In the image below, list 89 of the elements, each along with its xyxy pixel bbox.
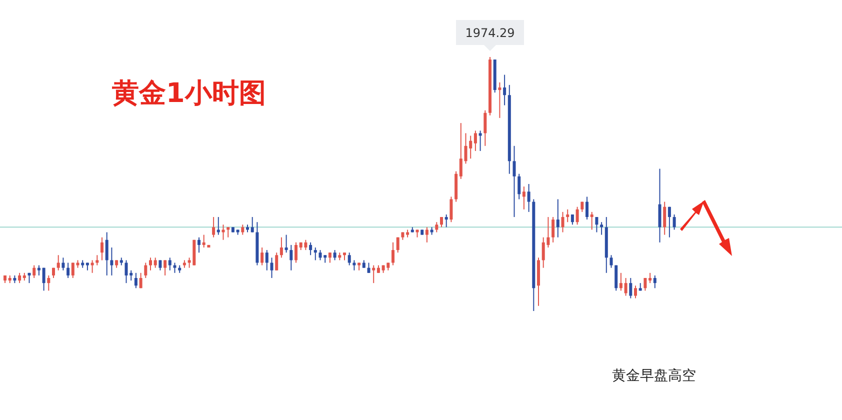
- candlestick: [624, 277, 628, 296]
- text: 黄金1小时图: [111, 78, 266, 109]
- candlestick: [37, 264, 40, 276]
- candlestick: [164, 260, 167, 276]
- candlestick: [333, 250, 336, 261]
- candlestick: [367, 262, 370, 274]
- candlestick: [212, 216, 216, 238]
- candlestick: [18, 272, 22, 284]
- candlestick: [198, 236, 200, 254]
- candlestick: [478, 130, 482, 152]
- candlestick: [648, 272, 652, 284]
- candlestick: [226, 226, 230, 238]
- candlestick: [202, 234, 206, 248]
- candlestick: [644, 277, 647, 292]
- candlestick: [392, 242, 394, 266]
- candlestick: [158, 260, 162, 271]
- candlestick: [576, 206, 579, 226]
- candlestick: [110, 247, 114, 276]
- candlestick: [552, 216, 555, 243]
- candlestick: [139, 272, 142, 289]
- candlestick: [372, 264, 376, 284]
- candlestick: [56, 254, 60, 271]
- candlestick: [396, 236, 400, 254]
- candlestick: [144, 262, 148, 278]
- candlestick: [216, 216, 220, 236]
- candlestick: [459, 122, 462, 180]
- candlestick: [280, 236, 283, 258]
- candlestick: [450, 196, 453, 223]
- candlestick: [425, 226, 428, 243]
- candlestick: [512, 145, 516, 218]
- candlestick: [634, 285, 637, 299]
- candlestick: [168, 257, 172, 271]
- candlestick: [348, 252, 351, 266]
- candlestick: [96, 254, 99, 266]
- candlestick: [250, 216, 254, 233]
- candlestick: [71, 262, 74, 278]
- candlestick: [134, 272, 138, 289]
- candlestick: [566, 208, 570, 223]
- candlestick: [260, 247, 264, 266]
- candlestick: [653, 274, 656, 289]
- candlestick: [32, 264, 36, 278]
- candlestick: [586, 196, 588, 220]
- candlestick: [561, 211, 564, 233]
- candlestick: [444, 214, 448, 228]
- candlestick: [173, 262, 176, 274]
- candlestick: [265, 250, 268, 271]
- candlestick: [474, 130, 477, 152]
- candlestick: [62, 257, 65, 271]
- candlestick: [149, 257, 152, 271]
- candlestick: [42, 267, 46, 292]
- candlestick: [352, 260, 356, 271]
- text: 黄金早盘高空: [612, 368, 696, 384]
- candlestick: [270, 257, 274, 278]
- candlestick: [47, 274, 50, 292]
- candlestick: [518, 173, 521, 200]
- candlestick: [154, 257, 157, 268]
- candlestick: [668, 206, 671, 238]
- candlestick: [498, 82, 502, 118]
- candlestick: [309, 242, 312, 256]
- candlestick: [658, 168, 662, 243]
- candlestick: [503, 74, 506, 106]
- candlestick: [328, 252, 332, 264]
- candlestick: [590, 211, 594, 230]
- candlestick: [241, 224, 244, 236]
- candlestick: [614, 264, 618, 292]
- candlestick: [672, 214, 676, 230]
- candlestick: [440, 216, 443, 228]
- candlestick: [314, 247, 317, 261]
- candlestick: [619, 272, 622, 292]
- candlestick: [90, 260, 94, 274]
- candlestick: [629, 277, 632, 299]
- candlestick: [290, 244, 293, 271]
- candlestick: [435, 222, 438, 233]
- annotation: 1974.29: [465, 26, 515, 40]
- candlestick: [522, 186, 526, 210]
- candlestick: [275, 252, 278, 271]
- candlestick: [663, 201, 666, 236]
- candlestick: [100, 236, 104, 261]
- candlestick: [600, 222, 604, 236]
- candlestick: [222, 224, 225, 240]
- candlestick: [484, 110, 487, 146]
- candlestick: [610, 254, 613, 268]
- candlestick: [556, 198, 560, 238]
- candlestick: [105, 232, 108, 276]
- candlestick: [294, 242, 298, 264]
- candlestick: [595, 216, 598, 233]
- candlestick: [66, 262, 70, 278]
- candlestick: [284, 234, 288, 254]
- candlestick: [527, 184, 530, 212]
